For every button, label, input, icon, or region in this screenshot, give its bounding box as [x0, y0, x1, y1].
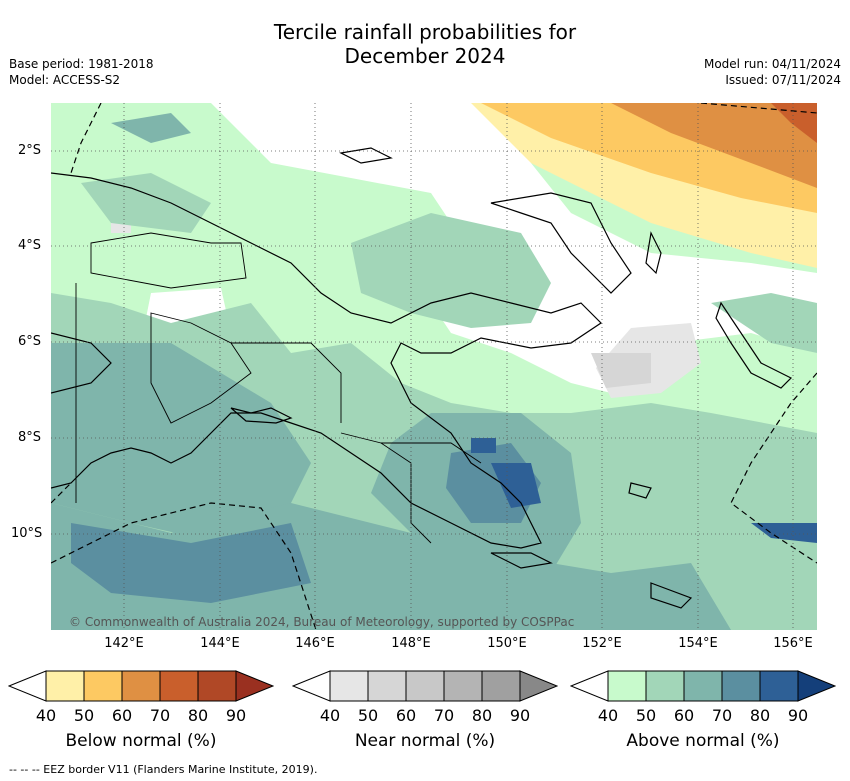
lon-label: 146°E — [295, 636, 335, 651]
colorbar-tick: 90 — [225, 706, 247, 725]
colorbar-tick: 60 — [395, 706, 417, 725]
colorbar-under-arrow — [570, 670, 609, 702]
colorbar-swatch — [121, 670, 161, 702]
lon-label: 142°E — [104, 636, 144, 651]
colorbar-over-arrow — [519, 670, 558, 702]
colorbar-tick: 40 — [319, 706, 341, 725]
lat-label: 8°S — [18, 430, 42, 445]
issued-date: Issued: 07/11/2024 — [725, 73, 841, 87]
model-run-date: Model run: 04/11/2024 — [703, 57, 841, 71]
colorbar-swatch — [159, 670, 199, 702]
map-title: Tercile rainfall probabilities for Decem… — [0, 20, 850, 68]
colorbar-tick: 80 — [471, 706, 493, 725]
colorbar-swatch — [83, 670, 123, 702]
colorbar-tick: 50 — [635, 706, 657, 725]
colorbar-tick: 70 — [711, 706, 733, 725]
title-line-1: Tercile rainfall probabilities for — [273, 20, 577, 44]
colorbar-title: Above normal (%) — [626, 731, 780, 751]
colorbar-swatch — [367, 670, 407, 702]
colorbar-tick: 80 — [187, 706, 209, 725]
lat-label: 6°S — [18, 334, 42, 349]
colorbar-swatch — [645, 670, 685, 702]
below-normal-region — [321, 103, 817, 268]
colorbar-over-arrow — [797, 670, 836, 702]
colorbar-under-arrow — [8, 670, 47, 702]
colorbar-swatch — [607, 670, 647, 702]
colorbar-swatch — [197, 670, 237, 702]
colorbar-swatch — [45, 670, 85, 702]
base-period: Base period: 1981-2018 — [9, 57, 154, 71]
colorbar-tick: 40 — [35, 706, 57, 725]
lon-label: 154°E — [678, 636, 718, 651]
copyright-notice: © Commonwealth of Australia 2024, Bureau… — [69, 615, 574, 629]
eez-footnote: -- -- -- EEZ border V11 (Flanders Marine… — [9, 763, 318, 776]
colorbar-swatch — [329, 670, 369, 702]
model-name: Model: ACCESS-S2 — [9, 73, 121, 87]
colorbar-tick: 70 — [433, 706, 455, 725]
colorbar-under-arrow — [292, 670, 331, 702]
model-info: Base period: 1981-2018 Model: ACCESS-S2 — [9, 56, 154, 88]
coastlines — [51, 147, 793, 609]
lon-label: 144°E — [200, 636, 240, 651]
lat-label: 2°S — [18, 143, 42, 158]
eez-borders — [51, 103, 817, 630]
lon-label: 152°E — [582, 636, 622, 651]
lon-label: 148°E — [391, 636, 431, 651]
colorbar-tick: 40 — [597, 706, 619, 725]
colorbar-tick: 50 — [73, 706, 95, 725]
colorbar-tick: 90 — [787, 706, 809, 725]
colorbar-tick: 60 — [673, 706, 695, 725]
title-line-2: December 2024 — [344, 44, 506, 68]
colorbar-tick: 80 — [749, 706, 771, 725]
colorbar-title: Near normal (%) — [354, 731, 496, 751]
colorbar-tick: 70 — [149, 706, 171, 725]
colorbar-swatch — [759, 670, 799, 702]
colorbar-title: Below normal (%) — [65, 731, 217, 751]
lat-label: 10°S — [11, 526, 43, 541]
above-normal-region — [51, 113, 817, 630]
colorbar-swatch — [481, 670, 521, 702]
colorbar-swatch — [683, 670, 723, 702]
lon-label: 156°E — [773, 636, 813, 651]
above-normal-colorbar — [570, 670, 836, 702]
lat-label: 4°S — [18, 238, 42, 253]
colorbar-tick: 50 — [357, 706, 379, 725]
rainfall-map: © Commonwealth of Australia 2024, Bureau… — [51, 103, 817, 630]
run-info: Model run: 04/11/2024 Issued: 07/11/2024 — [704, 56, 841, 88]
colorbar-tick: 60 — [111, 706, 133, 725]
colorbar-swatch — [443, 670, 483, 702]
lon-label: 150°E — [487, 636, 527, 651]
colorbar-over-arrow — [235, 670, 274, 702]
colorbar-swatch — [721, 670, 761, 702]
below-normal-colorbar — [8, 670, 274, 702]
colorbar-tick: 90 — [509, 706, 531, 725]
near-normal-colorbar — [292, 670, 558, 702]
colorbar-swatch — [405, 670, 445, 702]
